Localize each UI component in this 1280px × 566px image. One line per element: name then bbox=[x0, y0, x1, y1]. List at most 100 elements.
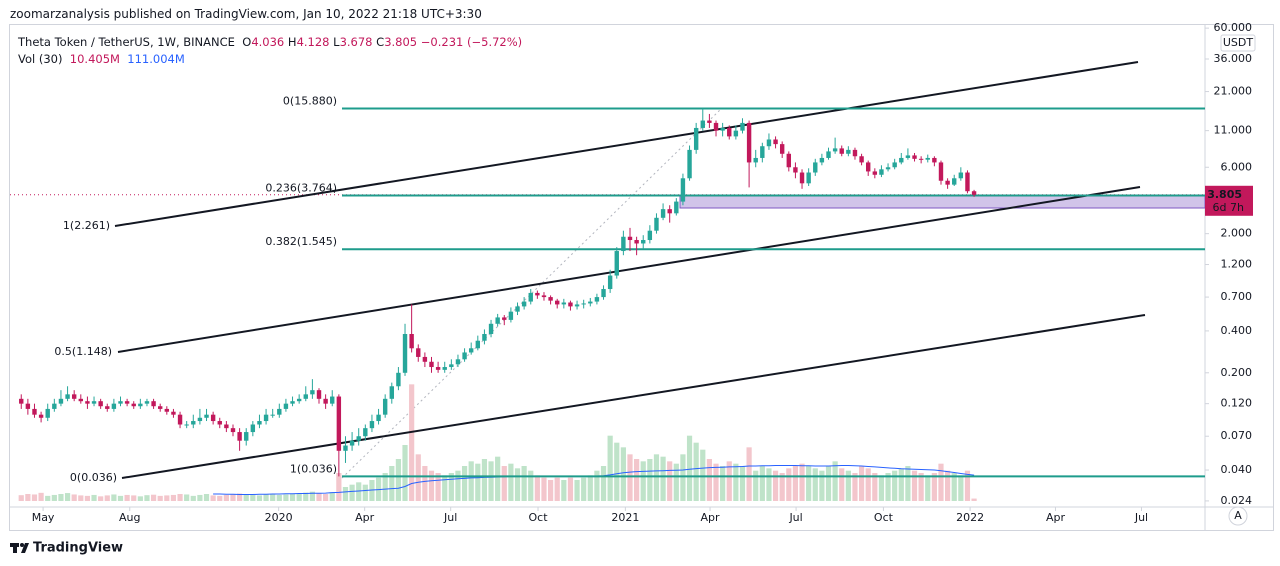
volume-bar bbox=[157, 495, 163, 501]
y-tick-label: 21.000 bbox=[1214, 85, 1253, 98]
x-tick-label: 2022 bbox=[956, 511, 984, 524]
volume-bar bbox=[455, 470, 461, 501]
ohlc-value: 4.128 bbox=[296, 35, 330, 49]
volume-bar bbox=[872, 473, 878, 501]
volume-bar bbox=[144, 495, 150, 501]
volume-bar bbox=[309, 491, 315, 501]
candle-body bbox=[905, 155, 911, 158]
candle-body bbox=[32, 408, 37, 415]
volume-bar bbox=[395, 459, 402, 501]
volume-bar bbox=[256, 495, 263, 501]
candle-body bbox=[488, 323, 494, 335]
volume-bar bbox=[475, 463, 481, 501]
x-tick-label: 2021 bbox=[611, 511, 639, 524]
volume-bar bbox=[554, 477, 560, 501]
volume-bar bbox=[733, 463, 739, 501]
zone-rectangle bbox=[679, 195, 1206, 209]
candle-body bbox=[621, 236, 626, 252]
logo-mark bbox=[20, 543, 24, 547]
candle-body bbox=[654, 217, 659, 231]
volume-bar bbox=[124, 494, 130, 501]
volume-bar bbox=[753, 470, 759, 501]
volume-bar bbox=[111, 494, 117, 501]
candle-body bbox=[257, 421, 262, 425]
x-tick-label: May bbox=[32, 511, 55, 524]
candle-body bbox=[713, 122, 719, 131]
y-tick-label: 1.200 bbox=[1221, 258, 1253, 271]
volume-bar bbox=[31, 494, 38, 501]
volume-bar bbox=[634, 459, 640, 501]
candles-layer bbox=[19, 108, 977, 477]
volume-bar bbox=[64, 493, 71, 501]
volume-bar bbox=[700, 449, 706, 501]
volume-bar bbox=[653, 454, 660, 501]
volume-bar bbox=[614, 442, 620, 501]
chart-frame bbox=[9, 24, 1274, 531]
candle-body bbox=[263, 414, 269, 422]
volume-bar bbox=[825, 466, 832, 501]
candle-body bbox=[627, 236, 633, 241]
volume-bar bbox=[104, 495, 110, 501]
channel-label: 1(2.261) bbox=[63, 219, 110, 232]
candle-body bbox=[382, 398, 388, 415]
volume-bar bbox=[660, 456, 666, 501]
candle-body bbox=[197, 417, 203, 422]
fib-label: 0.382(1.545) bbox=[265, 235, 337, 248]
fib-label: 1(0.036) bbox=[290, 462, 337, 475]
volume-bar bbox=[938, 463, 944, 501]
candle-body bbox=[614, 251, 619, 276]
volume-bar bbox=[415, 454, 421, 501]
publisher-line: zoomarzanalysis published on TradingView… bbox=[10, 7, 482, 21]
y-tick-label: 0.024 bbox=[1221, 494, 1253, 507]
candle-body bbox=[310, 390, 315, 395]
candle-body bbox=[899, 157, 904, 163]
candle-body bbox=[449, 364, 454, 368]
candle-body bbox=[19, 398, 24, 404]
volume-bar bbox=[508, 463, 514, 501]
volume-name: Vol (30) bbox=[18, 52, 63, 66]
candle-body bbox=[105, 406, 110, 409]
candle-body bbox=[184, 424, 189, 426]
candle-body bbox=[952, 178, 957, 185]
channel-line bbox=[117, 186, 1141, 353]
ohlc-key: C bbox=[376, 35, 385, 49]
volume-bar bbox=[18, 495, 24, 501]
y-tick-label: 60.000 bbox=[1214, 21, 1253, 34]
candle-body bbox=[237, 432, 242, 441]
candle-body bbox=[866, 162, 871, 172]
auto-scale-label[interactable]: A bbox=[1234, 509, 1242, 522]
candle-body bbox=[356, 436, 361, 441]
candle-body bbox=[879, 169, 884, 175]
volume-bar bbox=[792, 466, 799, 501]
candle-body bbox=[71, 394, 77, 399]
volume-bar bbox=[528, 470, 534, 501]
candle-body bbox=[727, 127, 732, 137]
candle-body bbox=[303, 394, 308, 399]
candle-body bbox=[283, 403, 289, 409]
auto-scale-button[interactable] bbox=[1228, 506, 1248, 526]
candle-body bbox=[693, 127, 699, 150]
x-tick-label: Aug bbox=[119, 511, 140, 524]
volume-bar bbox=[693, 442, 699, 501]
candle-body bbox=[124, 401, 130, 404]
candle-body bbox=[495, 317, 500, 324]
candle-body bbox=[912, 155, 917, 159]
candle-body bbox=[91, 401, 97, 404]
candle-body bbox=[561, 302, 567, 305]
candle-body bbox=[138, 403, 143, 407]
candle-body bbox=[502, 317, 507, 320]
candle-body bbox=[971, 191, 977, 195]
candle-body bbox=[455, 359, 461, 365]
candle-body bbox=[786, 153, 792, 168]
candle-body bbox=[574, 304, 580, 307]
volume-bar bbox=[594, 470, 600, 501]
y-tick-label: 0.070 bbox=[1221, 429, 1253, 442]
y-tick-label: 0.400 bbox=[1221, 324, 1253, 337]
volume-bar bbox=[323, 494, 329, 501]
volume-bar bbox=[885, 473, 891, 501]
candle-body bbox=[290, 401, 295, 404]
volume-bar bbox=[435, 473, 441, 501]
axis-layer: USDT A 60.000 36.000 21.000 11.000 6.000 2.00… bbox=[32, 21, 1256, 526]
volume-bar bbox=[713, 463, 719, 501]
y-tick-label: 11.000 bbox=[1214, 124, 1253, 137]
